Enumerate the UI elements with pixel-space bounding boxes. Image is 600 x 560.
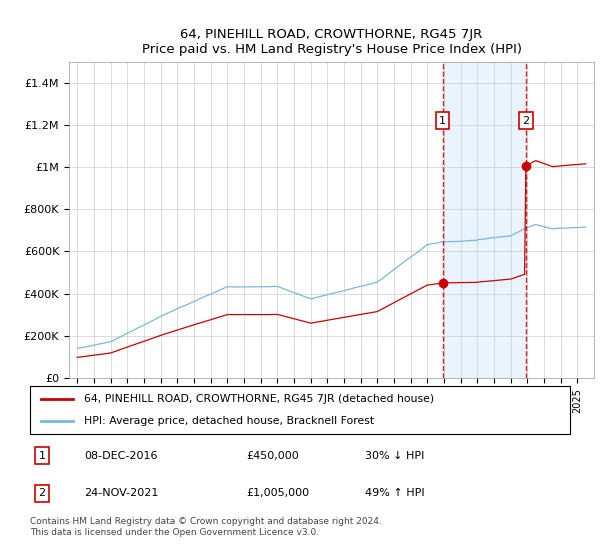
Text: 64, PINEHILL ROAD, CROWTHORNE, RG45 7JR (detached house): 64, PINEHILL ROAD, CROWTHORNE, RG45 7JR … bbox=[84, 394, 434, 404]
Title: 64, PINEHILL ROAD, CROWTHORNE, RG45 7JR
Price paid vs. HM Land Registry's House : 64, PINEHILL ROAD, CROWTHORNE, RG45 7JR … bbox=[142, 28, 521, 56]
Text: 1: 1 bbox=[439, 116, 446, 125]
Text: 24-NOV-2021: 24-NOV-2021 bbox=[84, 488, 158, 498]
Text: Contains HM Land Registry data © Crown copyright and database right 2024.
This d: Contains HM Land Registry data © Crown c… bbox=[30, 517, 382, 536]
Text: 1: 1 bbox=[38, 451, 46, 461]
Text: HPI: Average price, detached house, Bracknell Forest: HPI: Average price, detached house, Brac… bbox=[84, 416, 374, 426]
Text: 30% ↓ HPI: 30% ↓ HPI bbox=[365, 451, 424, 461]
Text: £450,000: £450,000 bbox=[246, 451, 299, 461]
Text: £1,005,000: £1,005,000 bbox=[246, 488, 309, 498]
Text: 2: 2 bbox=[38, 488, 46, 498]
Bar bbox=[443, 62, 526, 378]
Text: 08-DEC-2016: 08-DEC-2016 bbox=[84, 451, 157, 461]
Text: 2: 2 bbox=[522, 116, 529, 125]
Text: 49% ↑ HPI: 49% ↑ HPI bbox=[365, 488, 424, 498]
